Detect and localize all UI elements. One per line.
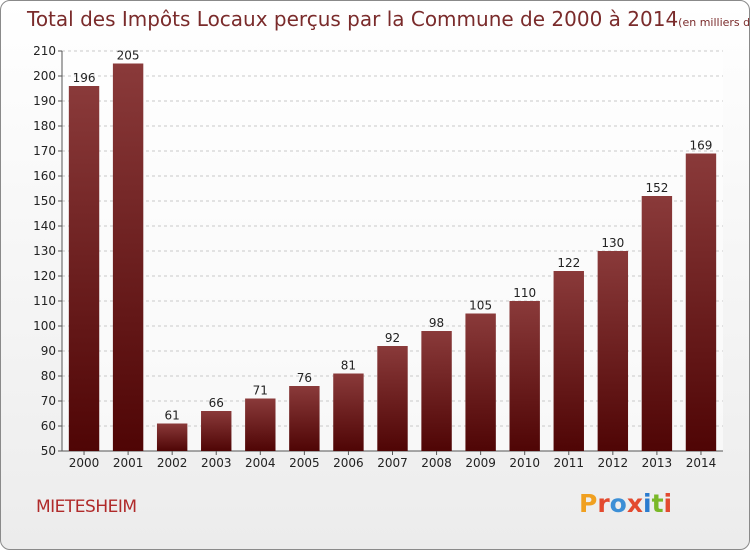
- x-tick-label: 2002: [157, 456, 188, 470]
- bar: [685, 153, 717, 451]
- y-tick-label: 100: [33, 319, 56, 333]
- bar-value-label: 61: [165, 409, 180, 423]
- y-tick-label: 160: [33, 169, 56, 183]
- bar: [509, 301, 540, 451]
- bar: [289, 386, 320, 451]
- bar: [68, 86, 100, 451]
- logo-letter: P: [579, 489, 598, 518]
- proxiti-logo[interactable]: Proxiti: [579, 489, 672, 518]
- bar: [641, 196, 673, 451]
- bar-value-label: 130: [601, 236, 624, 250]
- y-tick-label: 80: [41, 369, 56, 383]
- bar: [377, 346, 408, 451]
- bar: [245, 398, 276, 451]
- bar: [333, 373, 364, 451]
- bar: [112, 63, 144, 451]
- y-tick-label: 130: [33, 244, 56, 258]
- logo-letter: i: [663, 489, 673, 518]
- commune-name: MIETESHEIM: [36, 497, 137, 517]
- x-tick-label: 2012: [598, 456, 629, 470]
- y-tick-label: 60: [41, 419, 56, 433]
- x-tick-label: 2005: [289, 456, 320, 470]
- x-tick-label: 2013: [642, 456, 673, 470]
- y-tick-label: 190: [33, 94, 56, 108]
- x-tick-label: 2014: [686, 456, 717, 470]
- bar-value-label: 122: [557, 256, 580, 270]
- bar: [421, 331, 452, 451]
- x-tick-label: 2008: [421, 456, 452, 470]
- bar-value-label: 66: [209, 396, 224, 410]
- bar: [201, 411, 232, 451]
- logo-letter: i: [643, 489, 652, 518]
- x-tick-label: 2010: [509, 456, 540, 470]
- y-tick-label: 50: [41, 444, 56, 458]
- bar-value-label: 110: [513, 286, 536, 300]
- bar: [156, 423, 188, 451]
- y-tick-label: 210: [33, 44, 56, 58]
- x-tick-label: 2011: [553, 456, 584, 470]
- y-tick-label: 120: [33, 269, 56, 283]
- x-tick-label: 2006: [333, 456, 364, 470]
- title-text: Total des Impôts Locaux perçus par la Co…: [27, 7, 679, 31]
- bar-value-label: 196: [73, 71, 96, 85]
- logo-letter: o: [609, 489, 627, 518]
- bar-value-label: 205: [117, 49, 140, 63]
- y-tick-label: 90: [41, 344, 56, 358]
- chart-title: Total des Impôts Locaux perçus par la Co…: [27, 7, 750, 31]
- y-tick-label: 180: [33, 119, 56, 133]
- bar-value-label: 92: [385, 331, 400, 345]
- y-tick-label: 70: [41, 394, 56, 408]
- bar: [465, 313, 496, 451]
- bar-value-label: 152: [645, 181, 668, 195]
- unit-text: (en milliers d'€): [678, 16, 750, 29]
- bar: [553, 271, 584, 451]
- y-tick-label: 170: [33, 144, 56, 158]
- x-tick-label: 2009: [465, 456, 496, 470]
- bar-value-label: 169: [690, 139, 713, 153]
- logo-letter: t: [651, 489, 664, 518]
- bar-value-label: 71: [253, 384, 268, 398]
- bar-value-label: 81: [341, 359, 356, 373]
- bar: [597, 251, 629, 451]
- y-tick-label: 140: [33, 219, 56, 233]
- bar-value-label: 98: [429, 316, 444, 330]
- bar-value-label: 105: [469, 299, 492, 313]
- logo-letter: r: [597, 489, 610, 518]
- y-tick-label: 110: [33, 294, 56, 308]
- bar-value-label: 76: [297, 371, 312, 385]
- x-tick-label: 2003: [201, 456, 232, 470]
- x-tick-label: 2004: [245, 456, 276, 470]
- y-tick-label: 150: [33, 194, 56, 208]
- logo-letter: x: [626, 489, 643, 518]
- x-tick-label: 2001: [113, 456, 144, 470]
- x-tick-label: 2007: [377, 456, 408, 470]
- x-tick-label: 2000: [69, 456, 100, 470]
- y-tick-label: 200: [33, 69, 56, 83]
